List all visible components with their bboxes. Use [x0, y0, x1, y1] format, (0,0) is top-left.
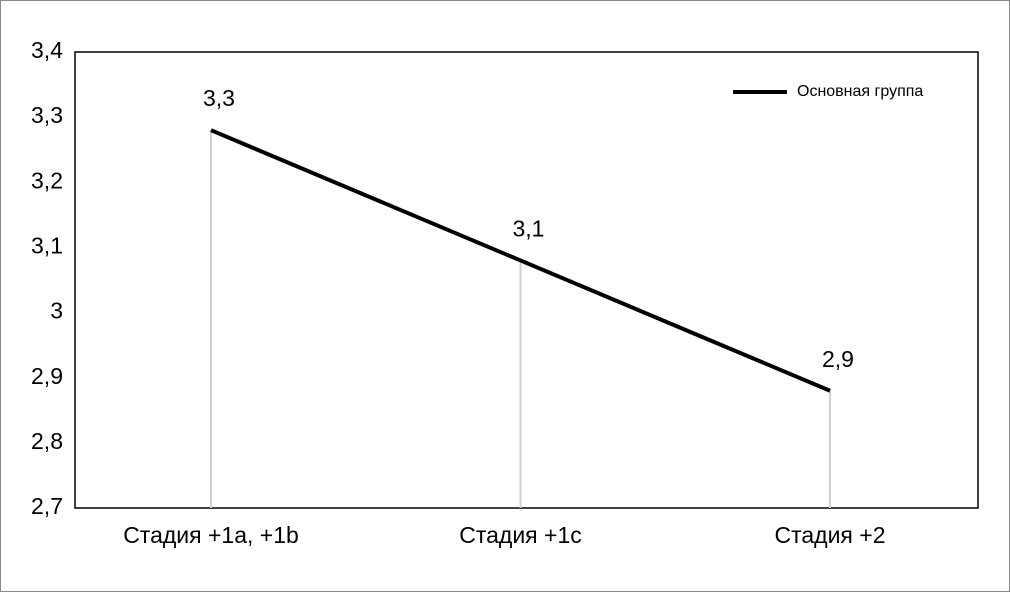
- data-label: 3,1: [513, 216, 545, 242]
- y-tick-label: 3,3: [31, 102, 63, 128]
- series-line: [210, 128, 831, 393]
- y-tick-label: 2,8: [31, 428, 63, 454]
- x-tick-label: Стадия +1a, +1b: [123, 522, 299, 548]
- y-tick-label: 2,7: [31, 493, 63, 519]
- data-label: 3,3: [203, 85, 235, 111]
- x-tick-label: Стадия +2: [774, 522, 885, 548]
- y-tick-label: 2,9: [31, 363, 63, 389]
- legend-label: Основная группа: [797, 83, 923, 100]
- y-tick-label: 3,4: [31, 37, 63, 63]
- x-tick-label: Стадия +1c: [459, 522, 582, 548]
- plot-area: [74, 51, 979, 509]
- y-tick-label: 3,1: [31, 233, 63, 259]
- y-tick-label: 3,2: [31, 167, 63, 193]
- data-label: 2,9: [822, 346, 854, 372]
- y-tick-label: 3: [50, 298, 63, 324]
